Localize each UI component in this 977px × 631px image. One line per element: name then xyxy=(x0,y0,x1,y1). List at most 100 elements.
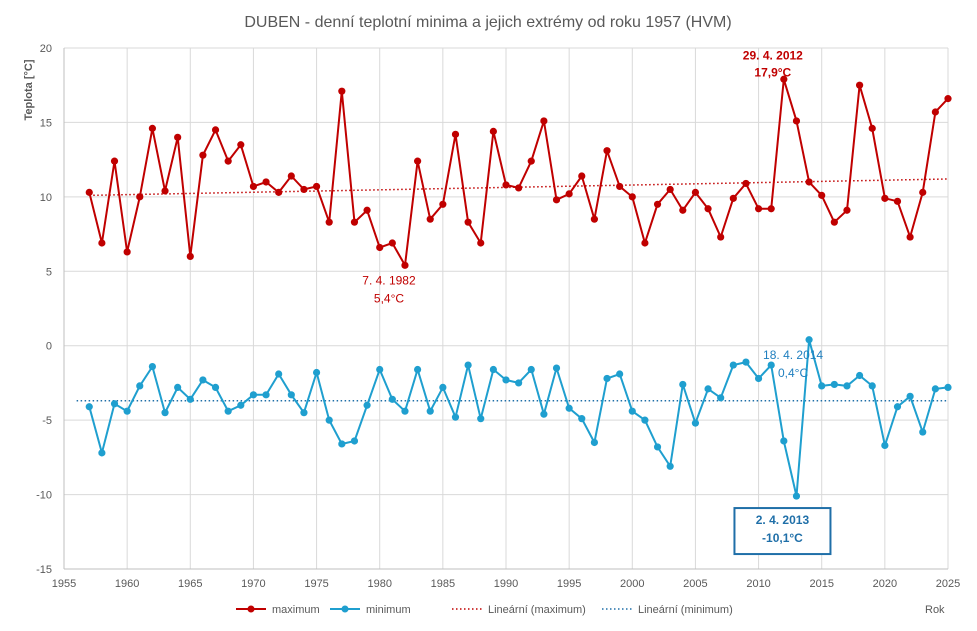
data-point-minimum xyxy=(85,403,93,411)
data-point-minimum xyxy=(376,365,384,374)
data-point-minimum xyxy=(578,415,586,423)
data-point-minimum xyxy=(489,365,497,374)
data-point-minimum xyxy=(350,437,359,445)
x-tick-label: 1965 xyxy=(178,578,202,590)
data-point-maximum xyxy=(578,172,586,180)
annotation-date: 18. 4. 2014 xyxy=(763,348,823,362)
data-point-maximum xyxy=(464,218,472,226)
legend-marker xyxy=(341,605,349,613)
data-point-maximum xyxy=(641,239,649,247)
data-point-minimum xyxy=(552,364,561,372)
data-point-maximum xyxy=(893,197,902,205)
data-point-maximum xyxy=(85,188,93,196)
data-point-minimum xyxy=(262,391,270,399)
data-point-maximum xyxy=(414,157,422,165)
data-point-maximum xyxy=(616,182,624,191)
data-point-maximum xyxy=(906,233,914,241)
data-point-maximum xyxy=(590,215,599,223)
y-axis-label: Teplota [°C] xyxy=(23,59,35,120)
data-point-minimum xyxy=(174,383,182,391)
x-tick-label: 1960 xyxy=(115,578,139,590)
data-point-minimum xyxy=(338,440,346,448)
x-tick-label: 2005 xyxy=(683,578,707,590)
data-point-maximum xyxy=(805,178,813,186)
data-point-maximum xyxy=(754,205,763,213)
data-point-minimum xyxy=(199,376,207,384)
data-point-minimum xyxy=(502,376,510,384)
data-point-maximum xyxy=(944,95,952,103)
legend: maximum minimum Lineární (maximum) Lineární… xyxy=(236,604,733,616)
data-point-minimum xyxy=(767,361,775,369)
data-point-maximum xyxy=(527,157,535,165)
data-point-maximum xyxy=(552,196,561,204)
data-point-maximum xyxy=(224,157,232,165)
x-axis-label: Rok xyxy=(925,604,945,616)
y-axis-ticks: -15 -10 -5 0 5 10 15 20 xyxy=(36,43,52,576)
x-tick-label: 2000 xyxy=(620,578,644,590)
data-point-minimum xyxy=(275,370,283,378)
chart-title: DUBEN - denní teplotní minima a jejich e… xyxy=(244,14,731,31)
data-point-maximum xyxy=(161,187,169,195)
data-point-maximum xyxy=(515,184,523,192)
data-point-minimum xyxy=(893,403,902,411)
data-point-maximum xyxy=(110,157,119,165)
data-point-minimum xyxy=(717,394,725,402)
data-point-minimum xyxy=(906,392,914,400)
data-point-maximum xyxy=(451,130,460,138)
data-point-maximum xyxy=(830,218,838,226)
data-point-minimum xyxy=(565,404,573,412)
data-point-minimum xyxy=(527,365,535,374)
data-point-minimum xyxy=(426,407,434,415)
data-point-minimum xyxy=(287,391,295,399)
data-point-minimum xyxy=(464,361,472,369)
data-point-maximum xyxy=(565,190,573,198)
data-point-maximum xyxy=(603,147,611,155)
data-point-minimum xyxy=(540,410,548,418)
data-point-maximum xyxy=(401,261,409,269)
data-point-minimum xyxy=(110,400,119,408)
data-point-maximum xyxy=(628,193,636,201)
x-tick-label: 1985 xyxy=(431,578,455,590)
data-point-minimum xyxy=(224,407,232,415)
data-point-maximum xyxy=(300,185,308,194)
data-point-minimum xyxy=(919,428,927,436)
data-point-minimum xyxy=(98,449,106,457)
data-point-maximum xyxy=(287,172,295,180)
data-point-minimum xyxy=(780,437,788,445)
data-point-minimum xyxy=(325,416,333,424)
data-point-minimum xyxy=(628,407,636,415)
data-point-maximum xyxy=(199,151,207,159)
annotation-date: 7. 4. 1982 xyxy=(362,273,416,287)
series-line-minimum xyxy=(88,339,949,497)
data-point-maximum xyxy=(919,188,927,196)
data-point-minimum xyxy=(363,401,371,409)
data-point-maximum xyxy=(148,124,156,132)
data-point-minimum xyxy=(515,379,523,387)
data-point-maximum xyxy=(237,141,245,149)
data-point-maximum xyxy=(931,108,939,116)
data-point-maximum xyxy=(717,233,725,241)
data-point-minimum xyxy=(944,383,952,391)
x-axis-ticks: 1955 1960 1965 1970 1975 1980 1985 1990 1995 2000… xyxy=(52,578,960,590)
data-point-minimum xyxy=(830,380,838,389)
data-point-maximum xyxy=(856,81,864,89)
data-point-minimum xyxy=(729,361,737,369)
data-point-maximum xyxy=(439,200,447,208)
data-point-minimum xyxy=(704,385,712,393)
data-point-minimum xyxy=(439,383,447,391)
data-point-minimum xyxy=(161,409,169,417)
data-point-minimum xyxy=(641,416,649,424)
data-point-minimum xyxy=(805,336,813,344)
data-point-minimum xyxy=(653,443,662,451)
annotation-value: 5,4°C xyxy=(374,291,404,305)
annotation-date: 29. 4. 2012 xyxy=(743,48,803,62)
annotation-value: 17,9°C xyxy=(754,65,791,79)
data-point-minimum xyxy=(931,385,939,393)
data-point-minimum xyxy=(148,362,156,371)
data-point-minimum xyxy=(679,380,687,389)
data-point-minimum xyxy=(691,419,700,427)
data-point-maximum xyxy=(502,181,510,189)
data-point-minimum xyxy=(843,382,851,390)
data-point-minimum xyxy=(388,395,396,403)
data-point-minimum xyxy=(136,382,144,390)
